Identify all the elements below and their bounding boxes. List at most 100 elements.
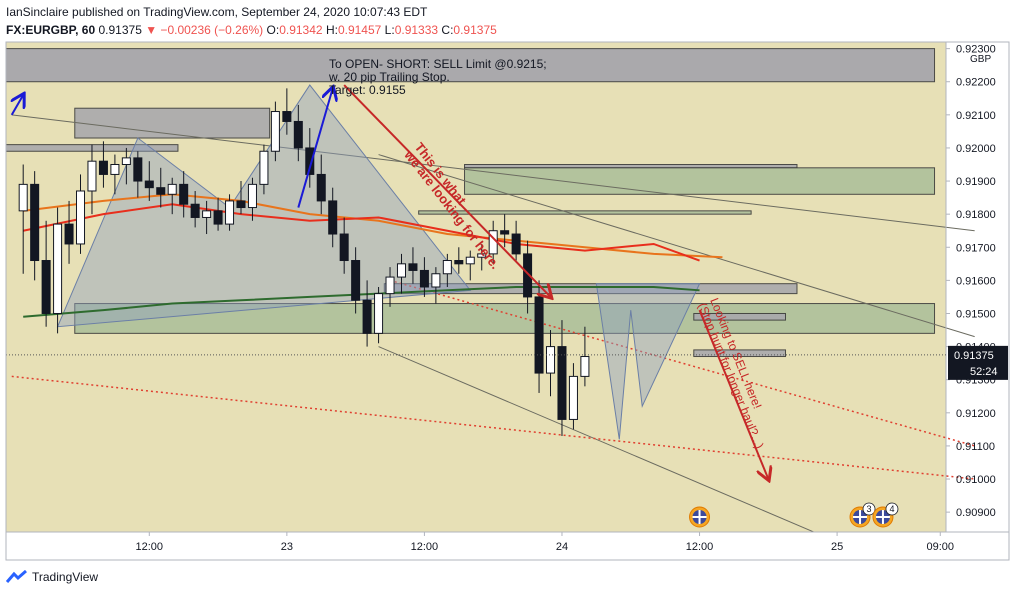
candle-body xyxy=(110,164,120,175)
tradingview-logo-icon xyxy=(6,570,27,583)
event-flag-cross xyxy=(853,510,868,524)
zone-rect xyxy=(383,283,798,295)
candle-body xyxy=(190,203,200,218)
candle-body xyxy=(259,150,269,185)
candle-body xyxy=(121,157,131,165)
candle-body xyxy=(546,346,556,374)
candle-body xyxy=(419,269,429,288)
price-change: ▼ −0.00236 (−0.26%) xyxy=(145,23,264,37)
candle-body xyxy=(53,223,63,314)
price-tick-label: 0.91100 xyxy=(956,441,995,453)
price-tick-label: 0.91800 xyxy=(956,209,996,221)
candle-body xyxy=(144,180,154,189)
current-price-label: 0.91375 xyxy=(954,350,994,362)
candle-body xyxy=(362,299,372,334)
zone-rect xyxy=(418,210,752,215)
candle-body xyxy=(500,230,510,235)
publisher-line: IanSinclaire published on TradingView.co… xyxy=(6,5,428,19)
event-count: 4 xyxy=(889,504,894,514)
dotted-line xyxy=(389,279,975,447)
time-tick-label: 24 xyxy=(556,541,568,553)
annotation-arrow xyxy=(698,309,769,479)
symbol-line: FX:EURGBP, 60 0.91375 ▼ −0.00236 (−0.26%… xyxy=(6,21,497,39)
candle-body xyxy=(511,233,521,255)
event-flag-icon[interactable] xyxy=(689,506,711,528)
dotted-line xyxy=(11,375,975,480)
time-tick-label: 23 xyxy=(281,541,293,553)
candle-body xyxy=(431,273,441,288)
candle-body xyxy=(465,256,475,265)
order-note-line: w. 20 pip Trailing Stop. xyxy=(328,70,450,84)
time-tick-label: 09:00 xyxy=(927,541,955,553)
zone-rect xyxy=(693,349,787,358)
bar-countdown: 52:24 xyxy=(970,366,998,378)
price-axis-area xyxy=(946,42,1009,532)
ohlc-low-value: 0.91333 xyxy=(394,23,439,37)
candle-body xyxy=(385,276,395,295)
order-note-line: To OPEN- SHORT: SELL Limit @0.9215; xyxy=(329,57,547,71)
candle-body xyxy=(568,375,578,420)
price-tick-label: 0.91600 xyxy=(956,275,996,287)
candle-body xyxy=(442,260,452,275)
ohlc-low-label: L: xyxy=(384,23,395,37)
candle-body xyxy=(305,147,315,175)
candle-body xyxy=(316,173,326,202)
harmonic-pattern xyxy=(595,283,701,440)
time-tick-label: 12:00 xyxy=(411,541,439,553)
event-flag-cross xyxy=(692,510,707,524)
ohlc-high-value: 0.91457 xyxy=(337,23,382,37)
price-tick-label: 0.91500 xyxy=(956,308,996,320)
event-flag-icon[interactable]: 3 xyxy=(849,502,876,528)
moving-average-line xyxy=(22,203,700,262)
event-count-bubble xyxy=(885,502,899,516)
zone-rect xyxy=(74,107,271,139)
annotation-arrow xyxy=(297,88,332,208)
candle-body xyxy=(247,183,257,209)
footer-brand-label: TradingView xyxy=(32,570,99,584)
trend-line xyxy=(378,154,975,338)
candle-body xyxy=(282,111,292,122)
candle-body xyxy=(167,183,177,195)
candle-body xyxy=(133,157,143,182)
price-tick-label: 0.92300 xyxy=(956,44,996,56)
candle-body xyxy=(18,183,28,212)
price-tick-label: 0.91900 xyxy=(956,176,996,188)
ohlc-high-label: H: xyxy=(325,23,338,37)
candle-body xyxy=(225,200,235,225)
footer-brand[interactable]: TradingView xyxy=(6,570,98,584)
candle-body xyxy=(87,160,97,192)
candle-body xyxy=(41,260,51,314)
candle-body xyxy=(76,190,86,245)
time-tick-label: 25 xyxy=(831,541,843,553)
candle-body xyxy=(374,293,384,334)
candle-body xyxy=(396,263,407,278)
ohlc-open-value: 0.91342 xyxy=(279,23,323,37)
ohlc-open-label: O: xyxy=(266,23,280,37)
candle-body xyxy=(477,253,487,258)
currency-label: GBP xyxy=(970,54,991,65)
chart-header: IanSinclaire published on TradingView.co… xyxy=(6,3,497,39)
annotation-arrow xyxy=(343,84,550,297)
candle-body xyxy=(213,210,223,225)
zone-rect xyxy=(693,312,787,321)
price-tick-label: 0.91000 xyxy=(956,474,996,486)
time-tick-label: 12:00 xyxy=(686,541,714,553)
candle-body xyxy=(557,346,567,420)
candle-body xyxy=(270,111,280,152)
time-tick-label: 12:00 xyxy=(136,541,164,553)
event-flag-icon[interactable]: 4 xyxy=(872,502,899,528)
candle-body xyxy=(30,183,40,262)
zone-rect xyxy=(5,48,936,83)
candle-body xyxy=(408,263,418,271)
event-flag-cross xyxy=(875,510,890,524)
event-count: 3 xyxy=(867,504,872,514)
ohlc-close-value: 0.91375 xyxy=(453,23,497,37)
zone-rect xyxy=(464,167,936,195)
order-note-line: Target: 0.9155 xyxy=(329,83,406,97)
price-tick-label: 0.92100 xyxy=(956,110,996,122)
symbol: FX:EURGBP, 60 xyxy=(6,23,96,37)
chart-frame xyxy=(5,41,1010,561)
time-axis-area xyxy=(6,532,946,560)
candle-body xyxy=(179,183,189,205)
